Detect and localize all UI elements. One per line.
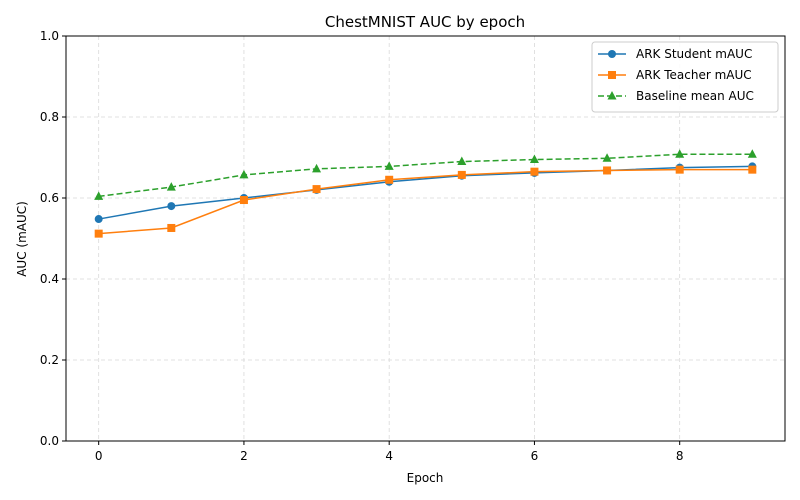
y-tick-label: 0.0	[40, 434, 59, 448]
data-point	[384, 161, 394, 170]
y-axis-label: AUC (mAUC)	[15, 201, 29, 277]
data-point	[239, 169, 249, 179]
data-point	[312, 163, 322, 173]
data-point	[675, 149, 685, 158]
x-tick-label: 8	[676, 449, 684, 463]
legend-marker	[608, 50, 616, 58]
legend: ARK Student mAUC ARK Teacher mAUC Baseline…	[591, 41, 779, 113]
legend-box	[591, 41, 779, 113]
legend-marker	[608, 71, 616, 79]
data-point	[94, 191, 104, 200]
y-tick-label: 0.4	[40, 272, 59, 286]
axis-ticks: 0 2 4 6 8 0.0 0.2 0.4 0.6 0.8 1.0	[40, 29, 684, 463]
data-point	[385, 175, 394, 184]
y-tick-label: 0.2	[40, 353, 59, 367]
x-tick-label: 6	[531, 449, 539, 463]
legend-label: ARK Student mAUC	[636, 47, 752, 61]
data-point	[675, 165, 684, 174]
y-tick-label: 0.8	[40, 110, 59, 124]
y-tick-label: 0.6	[40, 191, 59, 205]
data-point	[167, 202, 176, 211]
data-point	[167, 223, 176, 232]
y-tick-label: 1.0	[40, 29, 59, 43]
series-line	[98, 165, 753, 220]
data-point	[94, 215, 103, 224]
data-point	[239, 196, 248, 205]
data-point	[603, 166, 612, 175]
data-point	[166, 182, 176, 191]
x-tick-label: 0	[95, 449, 103, 463]
chart-title: ChestMNIST AUC by epoch	[325, 13, 525, 31]
data-point	[529, 154, 539, 164]
data-point	[530, 167, 539, 176]
series-3	[94, 149, 757, 200]
series-line	[98, 168, 753, 235]
legend-item: ARK Student mAUC	[598, 47, 752, 61]
data-point	[457, 156, 467, 166]
legend-marker	[607, 91, 617, 100]
legend-item: Baseline mean AUC	[598, 89, 754, 103]
legend-label: ARK Teacher mAUC	[636, 68, 752, 82]
legend-item: ARK Teacher mAUC	[598, 68, 752, 82]
data-point	[312, 185, 321, 194]
series-line	[98, 153, 753, 198]
x-tick-label: 2	[240, 449, 248, 463]
series-1	[94, 162, 757, 224]
x-axis-label: Epoch	[407, 471, 444, 485]
x-tick-label: 4	[385, 449, 393, 463]
data-point	[747, 149, 757, 158]
legend-label: Baseline mean AUC	[636, 89, 754, 103]
data-point	[748, 165, 757, 174]
series-2	[94, 165, 757, 238]
data-point	[457, 170, 466, 179]
plot-frame	[65, 35, 786, 442]
series-layer	[94, 149, 757, 238]
data-point	[602, 153, 612, 162]
data-point	[94, 229, 103, 238]
